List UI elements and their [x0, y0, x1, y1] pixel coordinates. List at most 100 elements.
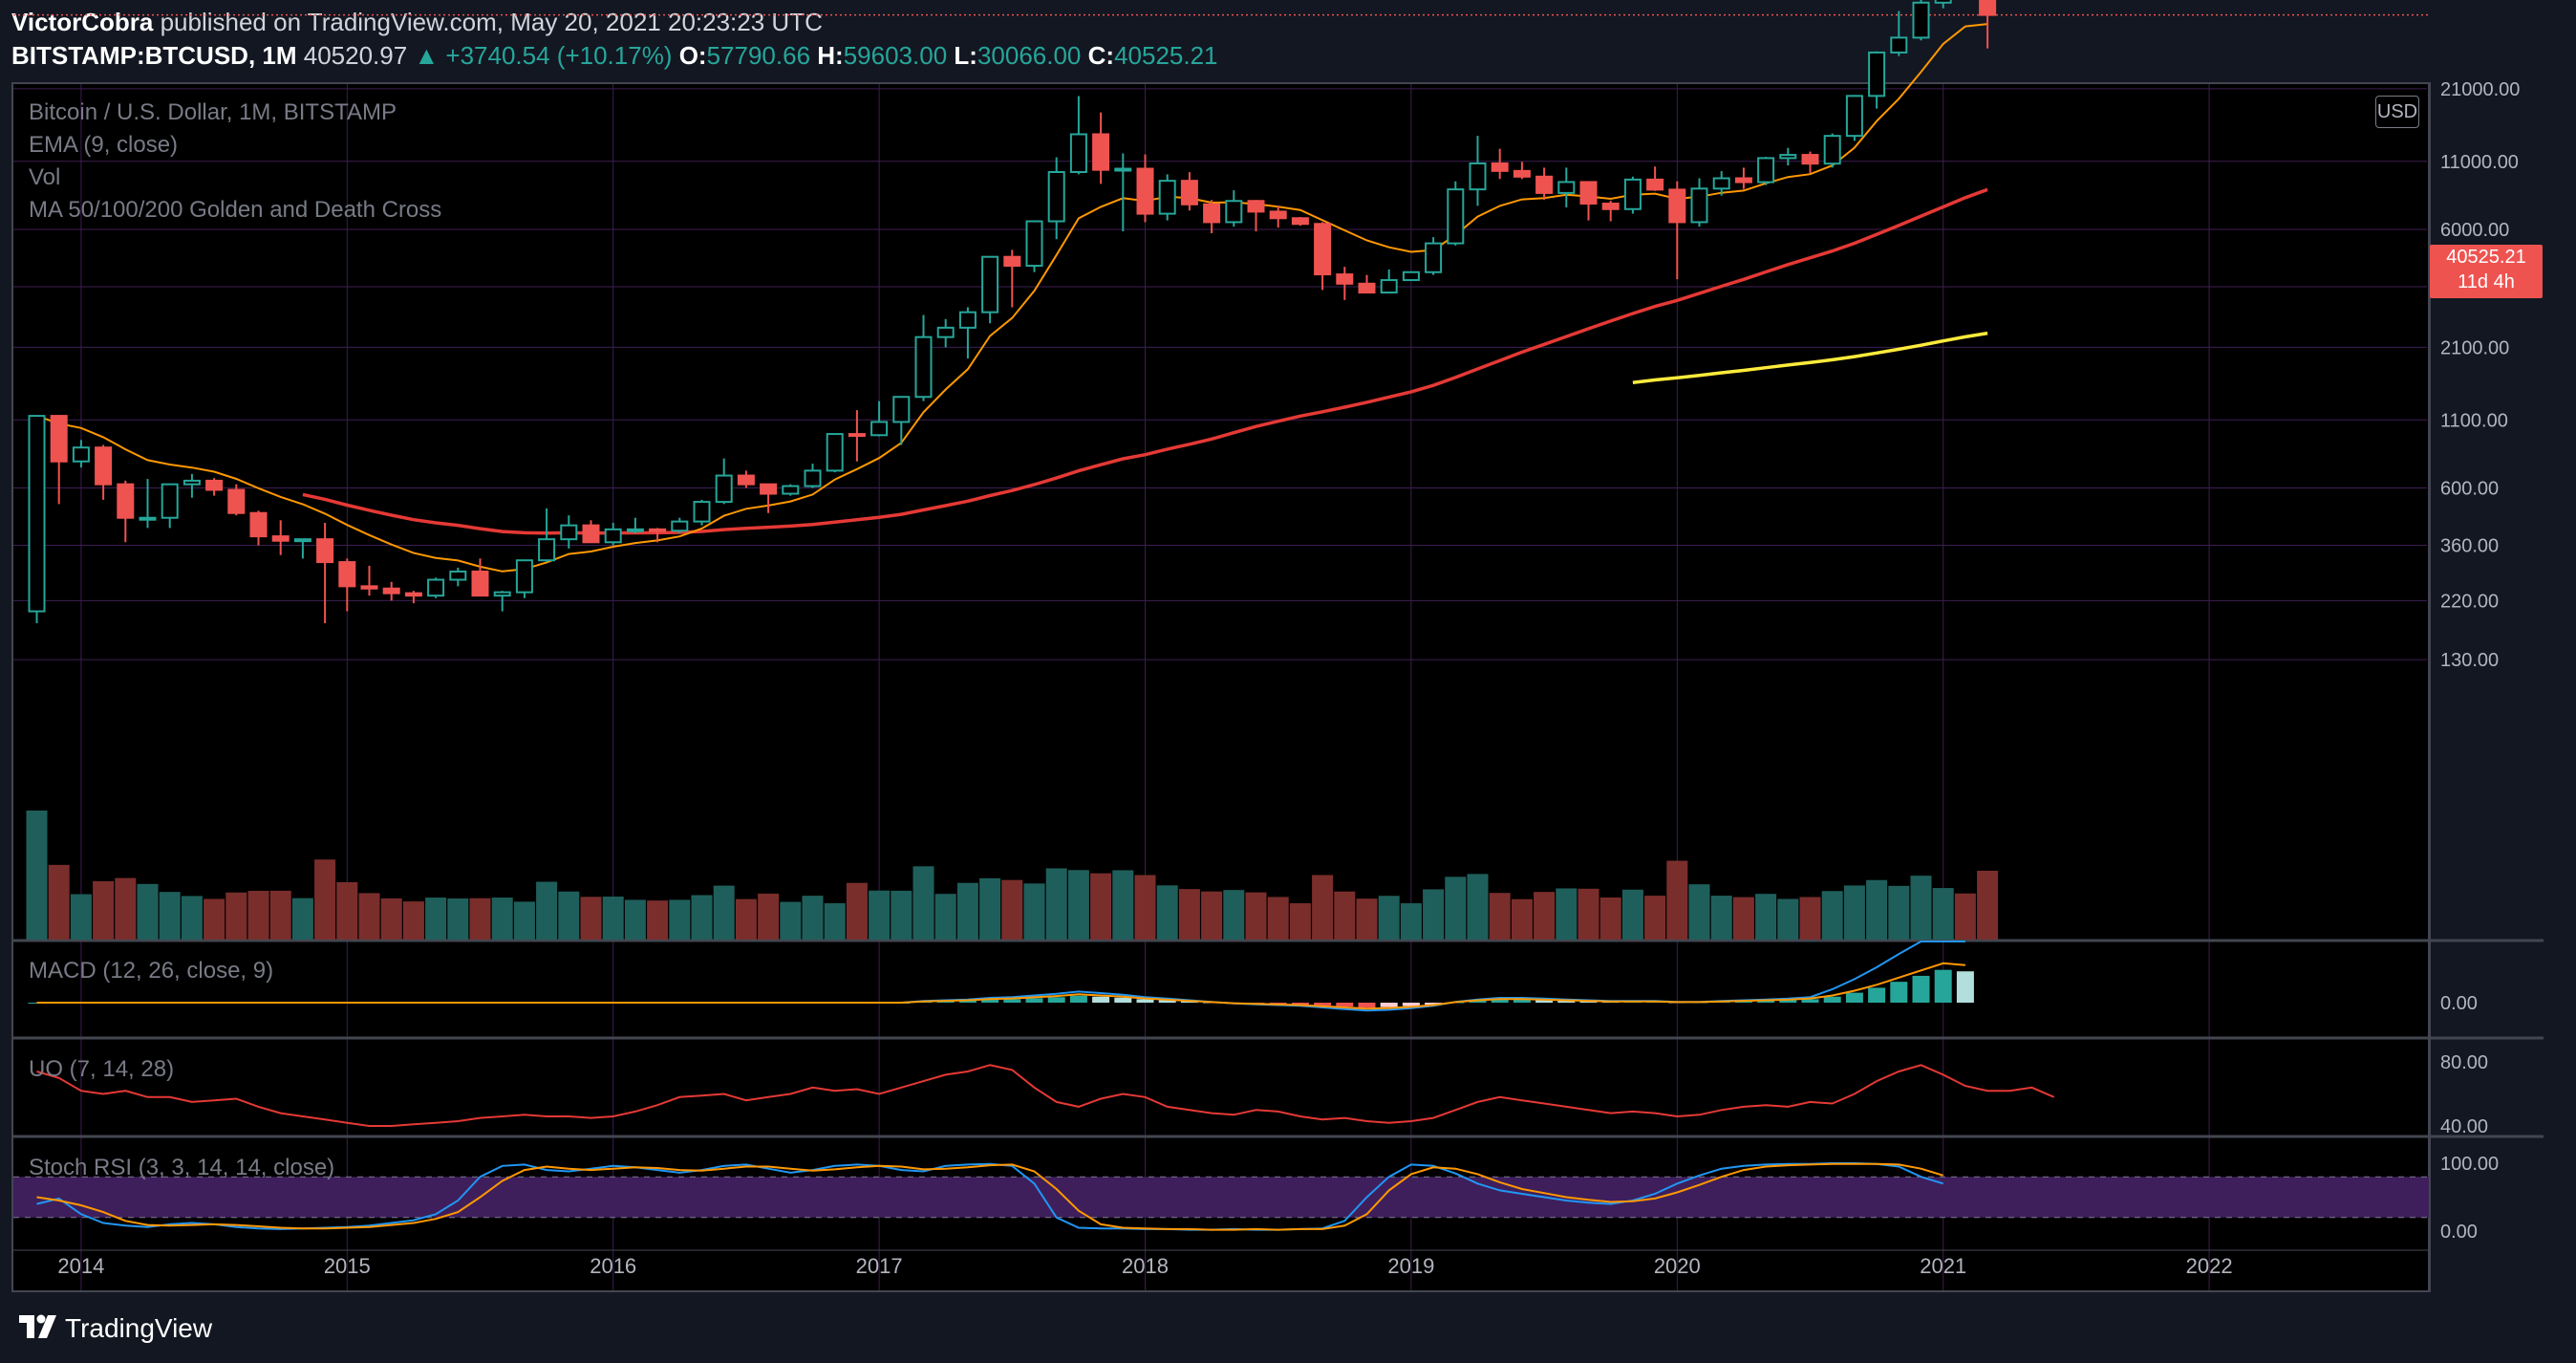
- macd-histogram-bar: [1469, 1000, 1487, 1003]
- time-axis-label: 2015: [324, 1254, 371, 1278]
- volume-bar: [1134, 875, 1156, 940]
- candle-body: [626, 528, 644, 532]
- tradingview-brand[interactable]: TradingView: [65, 1313, 213, 1343]
- candle-body: [72, 446, 90, 463]
- stoch-legend[interactable]: Stoch RSI (3, 3, 14, 14, close): [29, 1155, 335, 1180]
- stoch-axis-label: 0.00: [2440, 1222, 2478, 1243]
- volume-bar: [1467, 874, 1489, 940]
- uo-axis-label: 80.00: [2440, 1052, 2488, 1073]
- candle-body: [1934, 0, 1952, 4]
- macd-histogram-bar: [1269, 1003, 1287, 1005]
- volume-bar: [691, 895, 713, 940]
- symbol-label[interactable]: BITSTAMP:BTCUSD, 1M: [11, 41, 297, 70]
- stoch-band: [13, 1177, 2429, 1218]
- volume-bar: [1777, 898, 1799, 940]
- uo-legend[interactable]: UO (7, 14, 28): [29, 1056, 175, 1082]
- price-change: ▲ +3740.54 (+10.17%): [414, 41, 673, 70]
- volume-bar: [115, 877, 137, 940]
- volume-bar: [713, 885, 735, 940]
- tradingview-logo-icon[interactable]: [17, 1311, 59, 1342]
- price-axis-label: 130.00: [2440, 650, 2499, 671]
- macd-histogram-bar: [1025, 998, 1043, 1003]
- volume-bar: [1821, 891, 1843, 940]
- macd-histogram-bar: [1734, 1001, 1752, 1003]
- ma-legend[interactable]: MA 50/100/200 Golden and Death Cross: [29, 197, 442, 223]
- candle-body: [382, 587, 400, 595]
- candle-body: [958, 311, 977, 329]
- macd-histogram-bar: [1757, 1000, 1775, 1003]
- candle-body: [1579, 181, 1598, 206]
- vol-legend[interactable]: Vol: [29, 164, 61, 190]
- candle-body: [1025, 220, 1043, 268]
- candle-body: [1402, 270, 1420, 282]
- candle-body: [1291, 217, 1309, 226]
- volume-bar: [1599, 897, 1621, 940]
- published-text: published on TradingView.com, May 20, 20…: [153, 8, 823, 36]
- macd-histogram-bar: [1912, 975, 1930, 1003]
- ema9-line: [36, 23, 1988, 573]
- author-link[interactable]: VictorCobra: [11, 8, 154, 36]
- last-price: 40520.97: [303, 41, 408, 70]
- candle-body: [161, 483, 179, 519]
- candle-body: [449, 570, 467, 581]
- candle-body: [1979, 0, 1997, 16]
- uo-line: [36, 1064, 2055, 1127]
- macd-histogram-bar: [958, 1000, 977, 1003]
- volume-bar: [1710, 896, 1732, 940]
- open-value: 57790.66: [706, 41, 811, 70]
- macd-histogram-bar: [1845, 992, 1863, 1003]
- high-label: H:: [817, 41, 844, 70]
- candle-body: [870, 421, 889, 437]
- volume-bar: [181, 896, 203, 940]
- volume-bar: [225, 892, 247, 940]
- candle-body: [892, 396, 911, 423]
- volume-bar: [1112, 870, 1134, 940]
- candle-body: [826, 433, 844, 472]
- candle-body: [693, 501, 711, 523]
- macd-histogram-bar: [936, 1001, 955, 1003]
- candle-body: [538, 538, 556, 562]
- macd-histogram-bar: [1180, 1001, 1198, 1003]
- macd-histogram-bar: [1336, 1003, 1354, 1007]
- macd-histogram-bar: [1557, 1000, 1576, 1003]
- macd-histogram-bar: [1158, 1000, 1176, 1003]
- candle-body: [1069, 133, 1087, 173]
- volume-bar: [1866, 879, 1888, 940]
- volume-bar: [93, 880, 115, 940]
- volume-bar: [291, 898, 313, 940]
- volume-bar: [956, 882, 978, 940]
- currency-badge[interactable]: USD: [2375, 96, 2419, 128]
- candle-body: [1623, 178, 1642, 210]
- ema-legend[interactable]: EMA (9, close): [29, 132, 179, 158]
- time-axis-label: 2019: [1387, 1254, 1434, 1278]
- candle-body: [1314, 223, 1332, 276]
- header: VictorCobra published on TradingView.com…: [0, 0, 2576, 80]
- candle-body: [1491, 162, 1509, 172]
- stoch-d-line: [36, 1162, 1943, 1231]
- uo-axis-label: 40.00: [2440, 1116, 2488, 1137]
- volume-bar: [802, 896, 824, 940]
- volume-bar: [1688, 884, 1710, 940]
- candle-body: [1336, 273, 1354, 285]
- ma100-line: [1632, 331, 1988, 384]
- candle-body: [1114, 167, 1132, 172]
- macd-histogram-bar: [1801, 999, 1819, 1003]
- candle-body: [50, 415, 68, 463]
- macd-histogram-bar: [1934, 969, 1952, 1003]
- candle-body: [227, 488, 246, 514]
- macd-histogram-bar: [1956, 971, 1974, 1003]
- price-axis-label: 6000.00: [2440, 220, 2509, 241]
- macd-histogram-bar: [1491, 999, 1509, 1003]
- price-tag-countdown: 11d 4h: [2458, 271, 2515, 292]
- macd-histogram-bar: [1069, 995, 1087, 1003]
- macd-legend[interactable]: MACD (12, 26, close, 9): [29, 958, 274, 984]
- candle-body: [715, 474, 733, 504]
- volume-bar: [1799, 897, 1821, 940]
- volume-bar: [137, 883, 159, 940]
- volume-bar: [1932, 888, 1954, 940]
- volume-bar: [1423, 889, 1445, 940]
- candle-body: [95, 446, 113, 486]
- price-axis-label: 21000.00: [2440, 79, 2520, 100]
- volume-bar: [1201, 891, 1223, 940]
